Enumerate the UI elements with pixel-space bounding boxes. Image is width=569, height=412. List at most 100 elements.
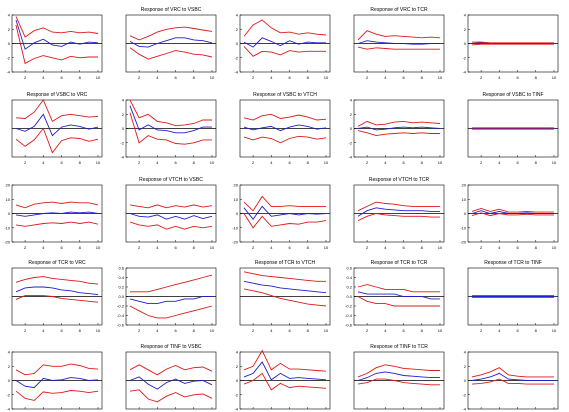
y-tick-label: 0 [8,41,11,46]
y-tick-label: 0 [8,378,11,383]
x-tick-label: 8 [535,75,538,80]
y-tick-label: -4 [462,407,466,412]
response-line [243,361,327,381]
y-tick-label: 0.2 [346,285,352,290]
upper-band-line [15,99,99,123]
upper-band-line [15,363,99,376]
x-tick-label: 10 [210,75,215,80]
x-tick-label: 4 [384,75,387,80]
irf-panel-11: 20 10 0 -10 -20 2 4 6 8 10 [4,183,103,250]
lower-band-line [129,389,213,403]
y-tick-label: -4 [120,155,124,160]
y-tick-label: -0.6 [117,323,125,328]
y-tick-label: 4 [8,13,11,18]
x-tick-label: 2 [480,75,483,80]
y-tick-label: 0.2 [118,285,124,290]
irf-panel-7: 4 2 0 -2 -4 2 4 6 8 10 [120,98,217,165]
lower-band-line [15,127,99,154]
panel-title: Response of VTCH to VSBC [139,177,203,183]
y-tick-label: 4 [8,350,11,355]
x-tick-label: 8 [193,75,196,80]
x-tick-label: 4 [384,160,387,165]
y-tick-label: -0.4 [345,313,353,318]
response-line [243,205,327,220]
x-tick-label: 6 [174,75,177,80]
x-tick-label: 2 [138,245,141,250]
x-tick-label: 2 [138,328,141,333]
x-tick-label: 2 [252,160,255,165]
y-tick-label: 4 [122,98,125,103]
y-tick-label: 4 [350,98,353,103]
x-tick-label: 4 [270,75,273,80]
response-line [129,213,213,220]
y-tick-label: 20 [6,183,11,188]
y-tick-label: 2 [464,364,467,369]
lower-band-line [129,305,213,319]
y-tick-label: 20 [234,183,239,188]
x-tick-label: 10 [438,328,443,333]
upper-band-line [130,274,213,293]
x-tick-label: 2 [366,75,369,80]
x-tick-label: 4 [270,160,273,165]
upper-band-line [243,19,327,37]
x-tick-label: 4 [42,245,45,250]
lower-band-line [243,213,327,229]
irf-panel-20: Response of TCR to TINF 2 4 6 8 10 [467,260,559,333]
response-line [471,372,554,381]
irf-panel-5: 4 2 0 -2 -4 2 4 6 8 10 [462,13,559,80]
y-tick-label: -2 [348,140,352,145]
x-tick-label: 6 [288,75,291,80]
response-line [15,377,99,389]
x-tick-label: 6 [60,245,63,250]
irf-panel-19: Response of TCR to TCR 0.6 0.4 0.2 0.0 -0.2 -0… [345,260,445,333]
panel-title: Response of TCR to TINF [484,260,542,266]
x-tick-label: 2 [24,328,27,333]
x-tick-label: 10 [210,160,215,165]
lower-band-line [243,135,327,144]
x-tick-label: 4 [498,245,501,250]
upper-band-line [243,271,326,282]
panel-title: Response of TINF to TCR [370,344,428,350]
upper-band-line [15,201,99,209]
y-tick-label: 10 [462,197,467,202]
x-tick-label: 2 [480,245,483,250]
y-tick-label: 0 [464,41,467,46]
x-tick-label: 2 [138,75,141,80]
irf-panel-9: 4 2 0 -2 -4 2 4 6 8 10 [348,98,445,165]
x-tick-label: 8 [79,75,82,80]
y-tick-label: -4 [348,155,352,160]
x-tick-label: 8 [421,75,424,80]
upper-band-line [357,201,440,212]
x-tick-label: 6 [402,75,405,80]
upper-band-line [243,195,326,212]
upper-band-line [129,204,213,209]
x-tick-label: 8 [307,245,310,250]
irf-panel-17: 0.6 0.4 0.2 0.0 -0.2 -0.4 -0.6 2 4 6 8 10 [117,266,217,333]
response-line [357,126,441,131]
upper-band-line [357,30,441,41]
x-tick-label: 10 [552,328,557,333]
x-tick-label: 6 [516,75,519,80]
y-tick-label: 20 [462,183,467,188]
lower-band-line [129,112,212,145]
x-tick-label: 8 [193,245,196,250]
x-tick-label: 10 [324,160,329,165]
y-tick-label: -2 [120,140,124,145]
y-tick-label: -10 [232,225,239,230]
upper-band-line [15,16,99,38]
x-tick-label: 10 [210,328,215,333]
irf-panel-12: Response of VTCH to VSBC 2 4 6 8 10 [125,177,217,250]
y-tick-label: 0 [464,211,467,216]
x-tick-label: 6 [60,75,63,80]
lower-band-line [357,46,440,50]
x-tick-label: 4 [42,328,45,333]
panel-title: Response of VSBC to VTCH [253,92,317,98]
y-tick-label: -10 [4,225,11,230]
x-tick-label: 8 [307,328,310,333]
x-tick-label: 2 [252,75,255,80]
y-tick-label: 0.4 [346,275,352,280]
y-tick-label: -4 [6,407,10,412]
y-tick-label: 2 [8,364,11,369]
